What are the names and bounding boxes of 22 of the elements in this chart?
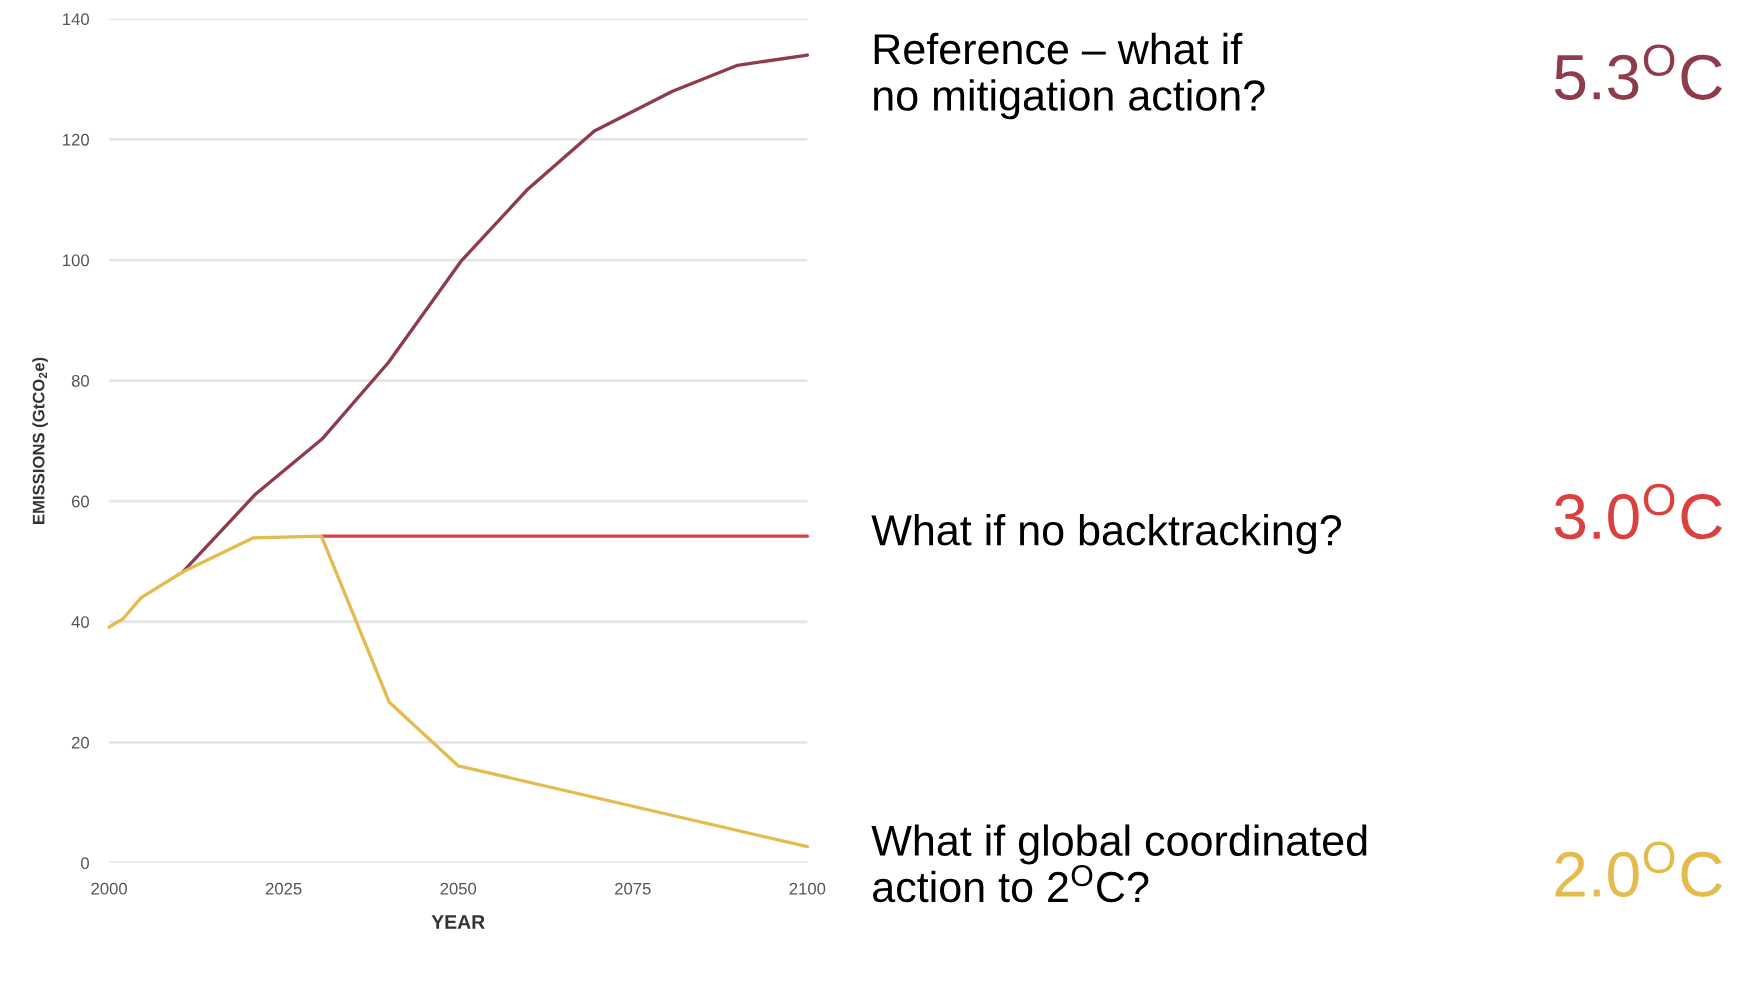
y-tick-label: 140 — [63, 13, 89, 26]
x-tick-label: 2050 — [440, 882, 477, 895]
x-tick-label: 2100 — [789, 882, 826, 895]
series-label: What if no backtracking? — [871, 513, 1342, 555]
y-tick-label: 20 — [71, 736, 89, 749]
y-tick-label: 80 — [71, 375, 89, 387]
x-tick-label: 2000 — [91, 882, 127, 895]
text: 3.0$^{O}$C — [1554, 483, 1722, 540]
y-tick-label: 40 — [71, 616, 89, 628]
line-series — [107, 534, 810, 849]
x-tick-label: 2025 — [265, 882, 302, 895]
y-tick-label: 100 — [63, 254, 89, 267]
y-tick-label: 60 — [71, 495, 89, 508]
series-label: What if global coordinated action to 2$^{O}$C? — [871, 824, 1367, 903]
series-label: Reference – what if no mitigation action? — [874, 32, 1265, 120]
y-tick-label: 120 — [63, 133, 89, 146]
text: 5.3$^{O}$C — [1554, 44, 1722, 100]
x-tick-label: 2075 — [615, 882, 651, 895]
y-tick-label: 0 — [81, 857, 89, 870]
x-axis-title: YEAR — [431, 915, 485, 929]
y-axis-title: EMISSIONS (GtCO$_{2}$e) — [32, 357, 48, 524]
text: 2.0$^{O}$C — [1555, 841, 1722, 898]
